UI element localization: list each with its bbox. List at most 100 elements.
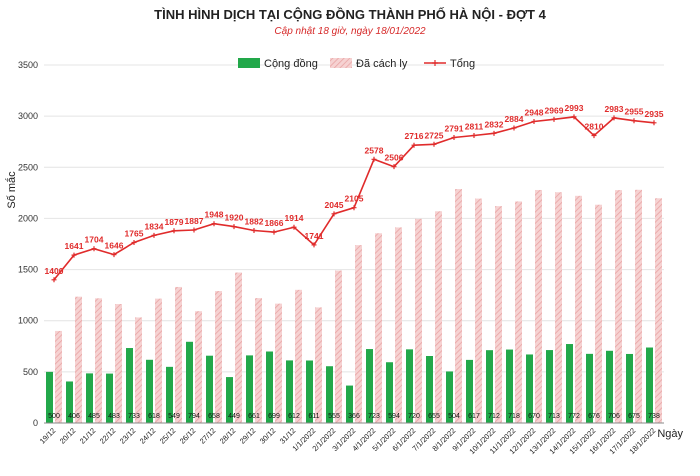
bar-cong-dong [486, 350, 493, 423]
bar-da-cach-ly [515, 201, 522, 423]
bar-data-label: 485 [88, 413, 100, 420]
total-data-label: 2832 [485, 119, 504, 129]
bar-da-cach-ly [615, 190, 622, 423]
bar-data-label: 655 [428, 413, 440, 420]
total-point [351, 205, 357, 211]
bar-cong-dong [266, 351, 273, 423]
bar-cong-dong [306, 360, 313, 423]
x-tick-label: 25/12 [158, 426, 178, 446]
bar-da-cach-ly [235, 272, 242, 423]
total-data-label: 1765 [125, 228, 144, 238]
bar-data-label: 611 [308, 413, 319, 420]
bar-data-label: 617 [468, 413, 480, 420]
bar-da-cach-ly [595, 204, 602, 423]
bar-da-cach-ly [655, 198, 662, 423]
bar-layer [46, 189, 662, 423]
total-data-label: 2506 [385, 153, 404, 163]
total-data-label: 2935 [645, 109, 664, 119]
y-tick-label: 0 [33, 418, 38, 428]
bar-cong-dong [186, 341, 193, 423]
total-data-label: 1641 [65, 241, 84, 251]
bar-data-label: 772 [568, 413, 580, 420]
total-data-label: 1914 [285, 213, 304, 223]
bar-da-cach-ly [275, 303, 282, 423]
bar-data-label: 676 [588, 413, 600, 420]
bar-da-cach-ly [575, 195, 582, 423]
bar-da-cach-ly [415, 218, 422, 423]
line-layer [51, 114, 657, 283]
bar-da-cach-ly [215, 291, 222, 423]
bar-data-label: 794 [188, 413, 200, 420]
bar-cong-dong [426, 356, 433, 423]
total-point [551, 116, 557, 122]
total-point [371, 156, 377, 162]
bar-data-label: 612 [288, 413, 300, 420]
bar-data-label: 699 [268, 413, 280, 420]
x-tick-label: 30/12 [258, 426, 278, 446]
y-tick-label: 3500 [18, 60, 38, 70]
total-point [51, 277, 57, 283]
bar-data-label: 720 [408, 413, 420, 420]
label-layer: 500 406 485 483 733 618 549 794 658 449 661 699 612 6… [45, 103, 664, 420]
total-data-label: 1948 [205, 210, 224, 220]
bar-da-cach-ly [115, 304, 122, 423]
bar-cong-dong [366, 349, 373, 423]
total-data-label: 2791 [445, 124, 464, 134]
bar-cong-dong [626, 353, 633, 423]
bar-da-cach-ly [475, 198, 482, 423]
total-data-label: 1866 [265, 218, 284, 228]
total-point [611, 115, 617, 121]
chart-subtitle: Cập nhật 18 giờ, ngày 18/01/2022 [274, 26, 426, 37]
bar-cong-dong [586, 353, 593, 423]
total-data-label: 1920 [225, 213, 244, 223]
total-data-label: 1887 [185, 216, 204, 226]
total-data-label: 2955 [625, 107, 644, 117]
total-data-label: 1646 [105, 241, 124, 251]
bar-cong-dong [346, 385, 353, 423]
x-tick-label: 27/12 [198, 426, 218, 446]
bar-cong-dong [646, 347, 653, 423]
total-data-label: 2884 [505, 114, 524, 124]
total-point [651, 120, 657, 126]
total-point [191, 227, 197, 233]
bar-da-cach-ly [535, 189, 542, 423]
bar-cong-dong [326, 366, 333, 423]
bar-da-cach-ly [75, 296, 82, 423]
x-tick-label: 26/12 [178, 426, 198, 446]
total-point [331, 211, 337, 217]
x-tick-label: 23/12 [118, 426, 138, 446]
x-tick-label: 20/12 [58, 426, 78, 446]
x-tick-label: 29/12 [238, 426, 258, 446]
x-tick-label: 24/12 [138, 426, 158, 446]
total-point [291, 224, 297, 230]
total-data-label: 1834 [145, 221, 164, 231]
total-data-label: 2983 [605, 104, 624, 114]
bar-da-cach-ly [55, 330, 62, 423]
bar-data-label: 712 [488, 413, 500, 420]
total-point [391, 164, 397, 170]
bar-data-label: 549 [168, 413, 180, 420]
bar-cong-dong [286, 360, 293, 423]
bar-da-cach-ly [435, 211, 442, 423]
bar-cong-dong [46, 371, 53, 423]
bar-da-cach-ly [375, 233, 382, 423]
total-point [91, 246, 97, 252]
bar-cong-dong [246, 355, 253, 423]
total-point [411, 142, 417, 148]
x-tick-label: 19/12 [38, 426, 58, 446]
total-data-label: 2105 [345, 194, 364, 204]
total-data-label: 2045 [325, 200, 344, 210]
bar-da-cach-ly [455, 189, 462, 423]
bar-data-label: 449 [228, 413, 240, 420]
bar-da-cach-ly [355, 245, 362, 423]
bar-data-label: 500 [48, 413, 60, 420]
bar-data-label: 594 [388, 413, 400, 420]
x-tick-label: 22/12 [98, 426, 118, 446]
total-point [431, 141, 437, 147]
bar-data-label: 675 [628, 413, 640, 420]
bar-cong-dong [406, 349, 413, 423]
bar-data-label: 661 [248, 413, 260, 420]
legend-label-cong-dong: Cộng đồng [264, 58, 318, 70]
total-data-label: 2993 [565, 103, 584, 113]
